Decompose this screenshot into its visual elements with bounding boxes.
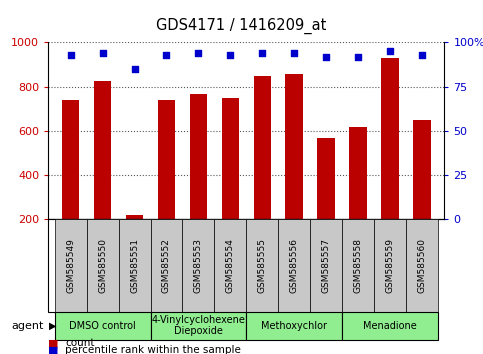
Bar [254,76,271,264]
Text: GSM585558: GSM585558 [354,238,363,293]
Point [418,52,426,58]
Bar [246,312,342,340]
Bar [310,219,342,312]
Point [354,54,362,59]
Text: DMSO control: DMSO control [69,321,136,331]
Bar [190,94,207,264]
Bar [94,81,112,264]
Bar [157,100,175,264]
Text: GSM585556: GSM585556 [290,238,299,293]
Text: Methoxychlor: Methoxychlor [261,321,327,331]
Point [195,50,202,56]
Point [67,52,74,58]
Text: GSM585557: GSM585557 [322,238,331,293]
Text: ▶: ▶ [49,321,57,331]
Text: agent: agent [11,321,43,331]
Bar [342,312,438,340]
Bar [285,74,303,264]
Point [322,54,330,59]
Text: GSM585559: GSM585559 [385,238,395,293]
Bar [214,219,246,312]
Text: GSM585554: GSM585554 [226,238,235,293]
Bar [374,219,406,312]
Bar [413,120,431,264]
Bar [246,219,278,312]
Bar [381,58,399,264]
Bar [86,219,118,312]
Bar [118,219,151,312]
Text: Menadione: Menadione [363,321,417,331]
Point [258,50,266,56]
Bar [55,312,151,340]
Bar [278,219,310,312]
Bar [406,219,438,312]
Bar [342,219,374,312]
Text: GDS4171 / 1416209_at: GDS4171 / 1416209_at [156,18,327,34]
Text: GSM585550: GSM585550 [98,238,107,293]
Bar [55,219,86,312]
Point [99,50,106,56]
Text: count: count [65,338,95,348]
Point [386,48,394,54]
Text: percentile rank within the sample: percentile rank within the sample [65,346,241,354]
Text: GSM585560: GSM585560 [417,238,426,293]
Point [290,50,298,56]
Bar [222,98,239,264]
Bar [183,219,214,312]
Text: GSM585553: GSM585553 [194,238,203,293]
Bar [151,219,183,312]
Point [131,66,139,72]
Point [163,52,170,58]
Text: GSM585555: GSM585555 [258,238,267,293]
Text: 4-Vinylcyclohexene
Diepoxide: 4-Vinylcyclohexene Diepoxide [152,315,245,337]
Bar [317,138,335,264]
Text: ■: ■ [48,338,59,348]
Text: GSM585551: GSM585551 [130,238,139,293]
Bar [62,100,79,264]
Bar [126,216,143,264]
Bar [349,127,367,264]
Bar [151,312,246,340]
Text: GSM585552: GSM585552 [162,238,171,293]
Text: GSM585549: GSM585549 [66,238,75,293]
Text: ■: ■ [48,346,59,354]
Point [227,52,234,58]
